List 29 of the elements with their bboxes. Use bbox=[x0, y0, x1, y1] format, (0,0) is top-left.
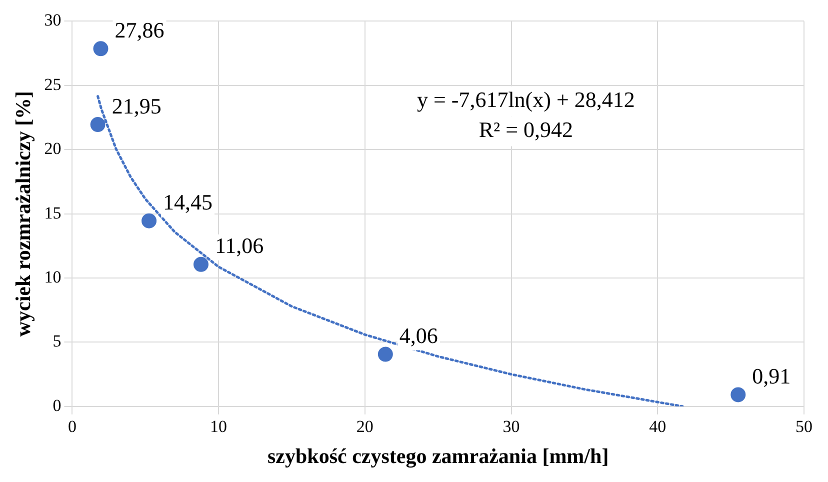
x-tick-label: 10 bbox=[210, 417, 228, 436]
x-tick-label: 30 bbox=[502, 417, 520, 436]
point bbox=[90, 117, 106, 132]
y-tick-label: 30 bbox=[44, 10, 62, 30]
data-label: 4,06 bbox=[399, 323, 438, 348]
y-tick-label: 10 bbox=[44, 267, 62, 286]
y-tick-label: 0 bbox=[52, 396, 62, 415]
x-tick-label: 40 bbox=[649, 417, 666, 436]
point bbox=[142, 213, 157, 228]
x-tick-label: 20 bbox=[356, 417, 374, 436]
data-label: 21,95 bbox=[112, 93, 162, 118]
point bbox=[730, 387, 746, 402]
annotation: y = -7,617ln(x) + 28,412 bbox=[416, 86, 635, 112]
data-label: 0,91 bbox=[752, 363, 791, 388]
point bbox=[378, 346, 393, 362]
data-label: 14,45 bbox=[163, 190, 213, 215]
y-tick-label: 25 bbox=[44, 74, 62, 94]
y-tick-label: 15 bbox=[44, 203, 62, 222]
point bbox=[193, 256, 208, 272]
annotation: R² = 0,942 bbox=[478, 116, 574, 142]
data-label: 11,06 bbox=[214, 233, 264, 258]
x-tick-label: 50 bbox=[796, 417, 812, 436]
x-axis-title: szybkość czystego zamrażania [mm/h] bbox=[268, 444, 609, 468]
x-tick-label: 0 bbox=[68, 417, 76, 436]
point bbox=[93, 41, 108, 56]
data-label: 27,86 bbox=[114, 17, 164, 42]
y-tick-label: 5 bbox=[52, 332, 62, 351]
y-tick-label: 20 bbox=[44, 139, 62, 158]
y-axis-title: wyciek rozmrażalniczy [%] bbox=[11, 90, 36, 337]
